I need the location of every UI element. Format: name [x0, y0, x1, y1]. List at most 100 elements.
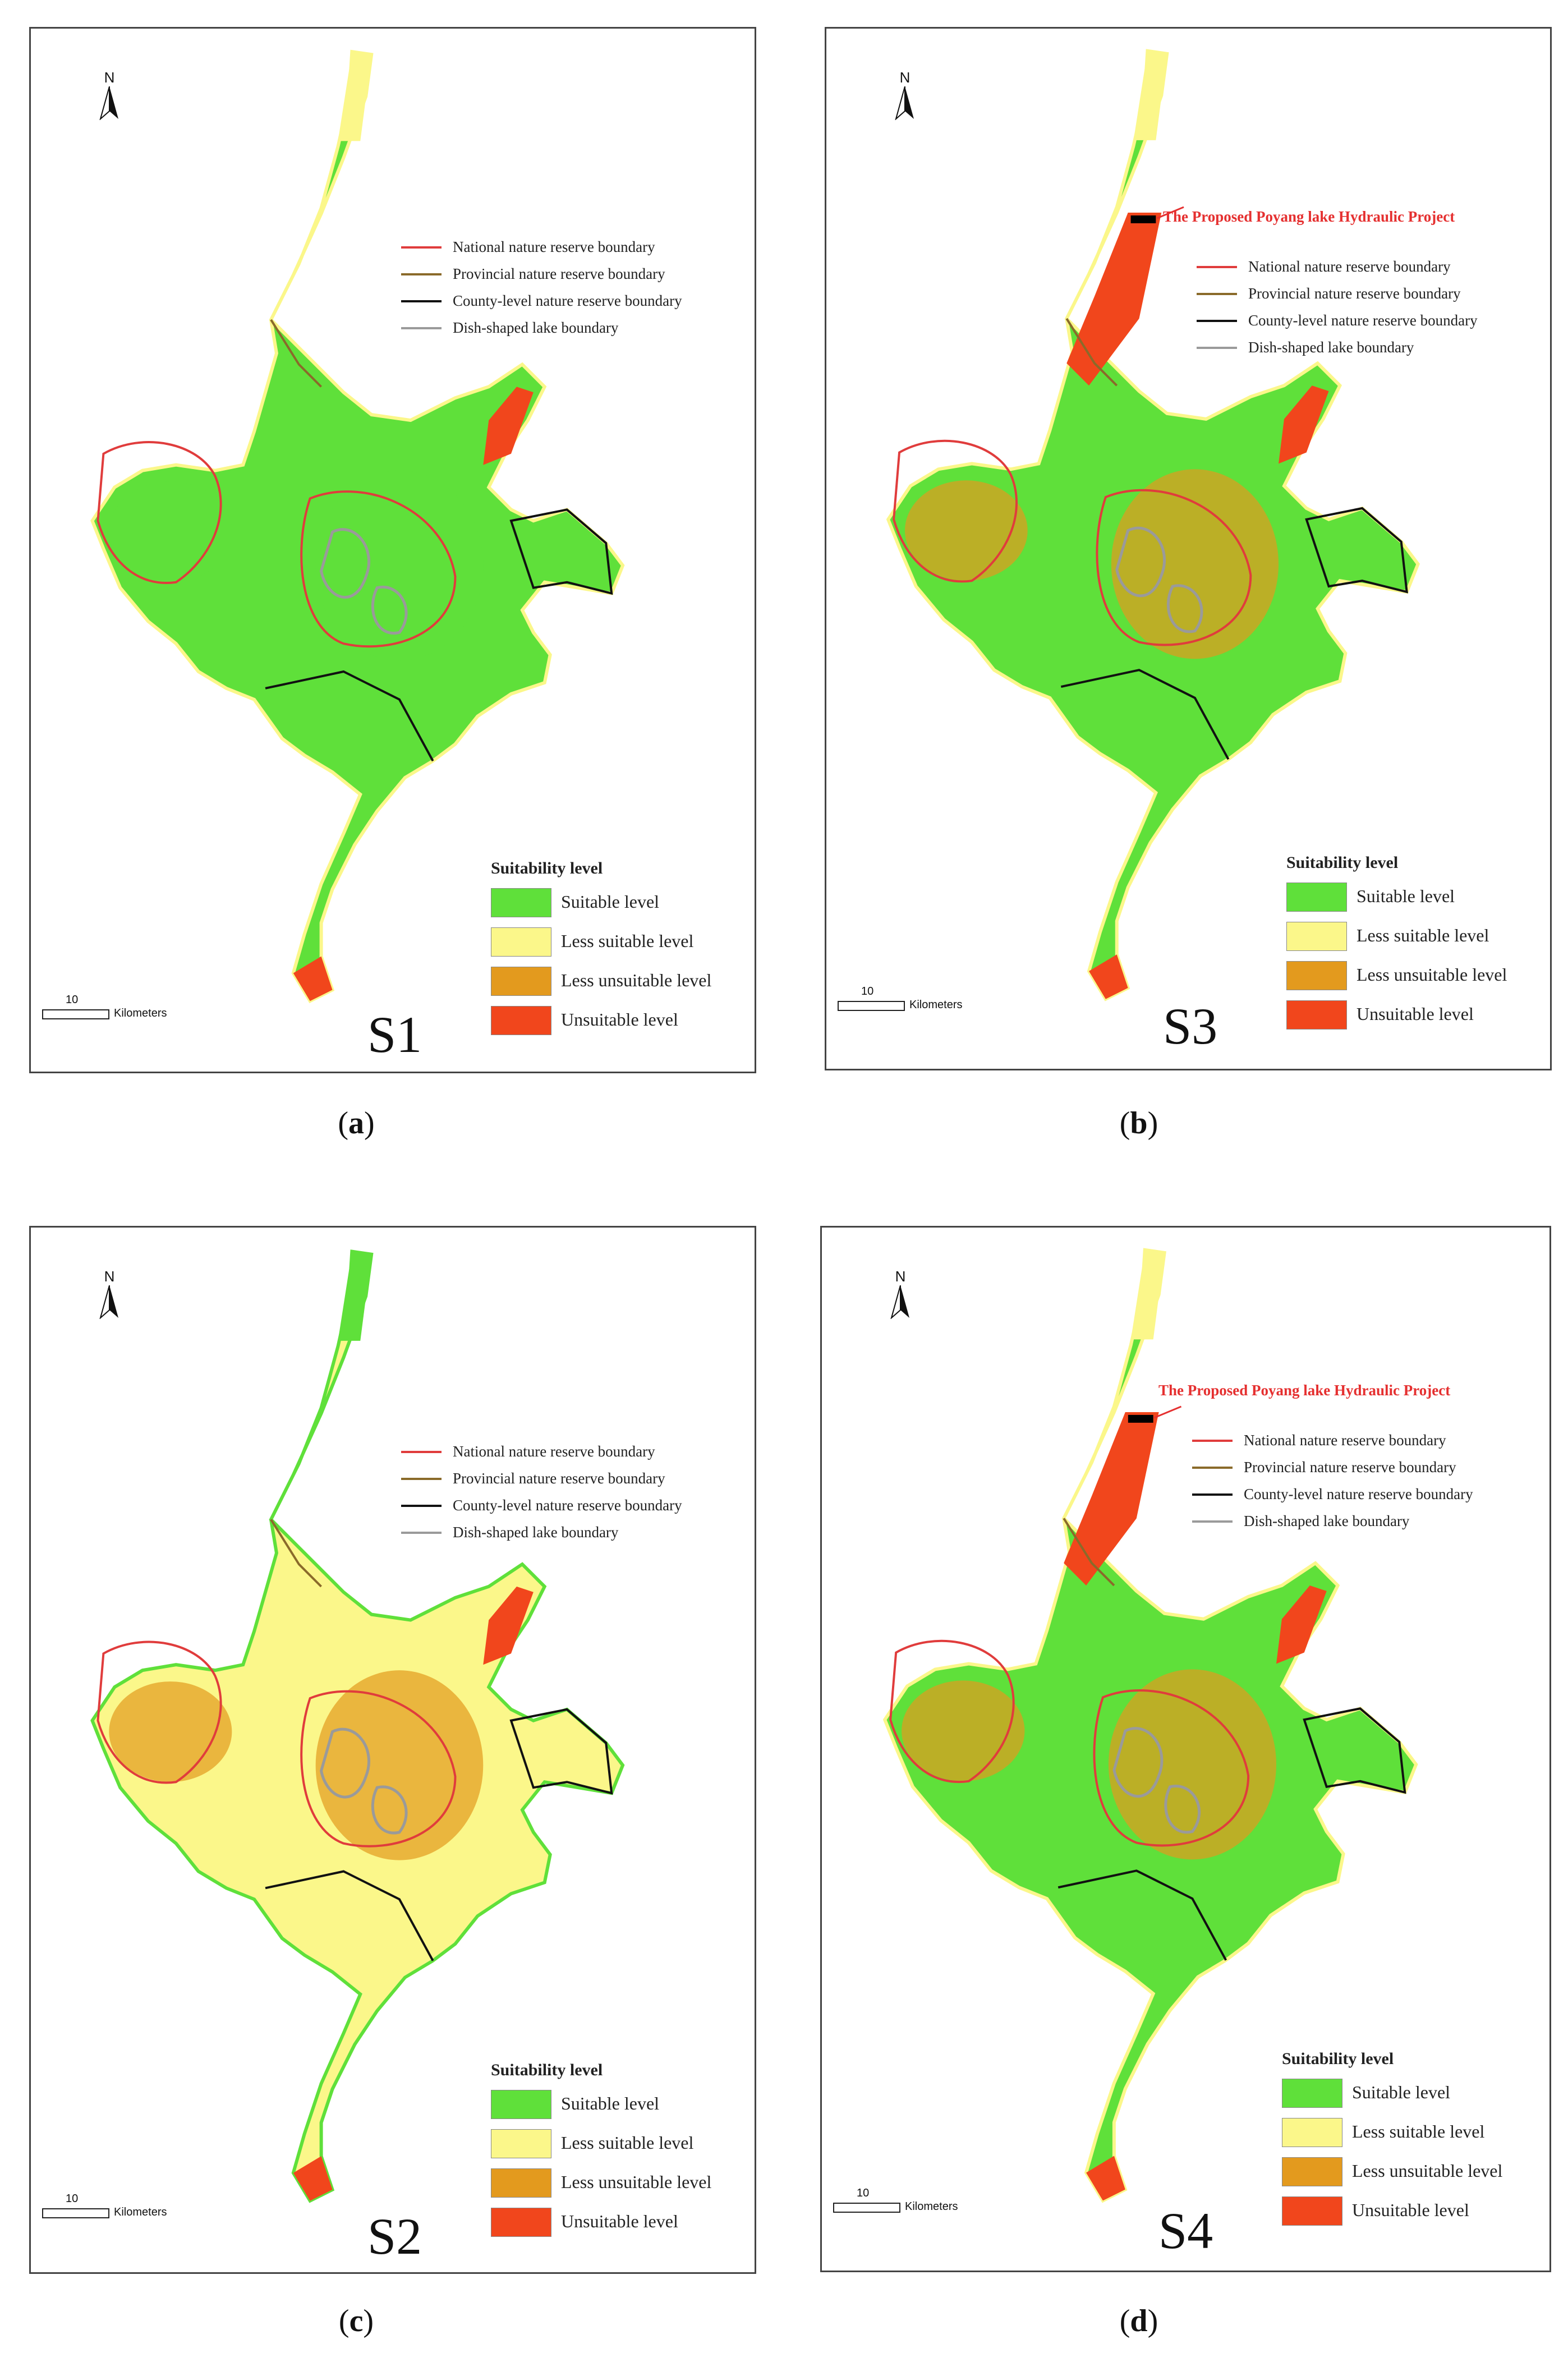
boundary-legend-label: Provincial nature reserve boundary — [453, 265, 665, 282]
boundary-legend-label: Provincial nature reserve boundary — [1244, 1459, 1456, 1476]
north-arrow-icon — [890, 1285, 909, 1320]
suitability-legend-label: Less suitable level — [561, 931, 694, 951]
boundary-legend-item: Provincial nature reserve boundary — [401, 260, 682, 287]
dish-lake-boundary-swatch — [1197, 347, 1237, 349]
national-reserve-boundary — [300, 490, 457, 648]
county-reserve-boundary — [1305, 507, 1408, 594]
national-reserve-boundary — [889, 1639, 1015, 1784]
suitability-legend-label: Suitable level — [561, 2093, 660, 2113]
suitability-legend-item: Suitable level — [1282, 2075, 1502, 2115]
scale-unit: Kilometers — [114, 2206, 167, 2218]
unsuitable-channel — [1066, 213, 1162, 386]
suitability-legend: Suitability level Suitable level Less su… — [491, 859, 711, 1042]
suitability-legend-item: Suitable level — [1286, 879, 1507, 918]
scale-bar: 10 Kilometers — [42, 2193, 227, 2226]
suitability-legend-label: Suitable level — [561, 891, 660, 912]
county-boundary-swatch — [401, 1505, 442, 1507]
northern-channel — [338, 52, 372, 141]
unsuitable-swatch — [1286, 1000, 1347, 1030]
suitability-legend-label: Less unsuitable level — [1352, 2161, 1503, 2181]
north-label: N — [899, 69, 911, 86]
suitability-legend-label: Unsuitable level — [561, 2211, 678, 2231]
caption-c: (c) — [338, 2304, 374, 2338]
unsuitable-swatch — [491, 1006, 551, 1035]
less-suitable-swatch — [491, 2129, 551, 2158]
dish-lake-area — [1111, 469, 1279, 659]
lake-suitability-shape — [882, 1248, 1418, 2203]
boundary-legend-item: Provincial nature reserve boundary — [1192, 1454, 1473, 1481]
suitability-legend-title: Suitability level — [491, 2061, 603, 2079]
western-reserve-area — [902, 1680, 1025, 1781]
boundary-legend-item: County-level nature reserve boundary — [1197, 307, 1478, 334]
boundary-legend-item: National nature reserve boundary — [401, 233, 682, 260]
county-boundary-swatch — [1197, 320, 1237, 322]
suitability-legend-label: Less suitable level — [1352, 2121, 1485, 2141]
dam-pointer — [1156, 206, 1184, 219]
suitability-legend: Suitability level Suitable level Less su… — [1282, 2049, 1502, 2232]
boundary-legend: National nature reserve boundary Provinc… — [1197, 253, 1478, 361]
map-panel-c: N National nature reserve boundary Provi… — [29, 1226, 756, 2274]
suitability-legend-item: Less suitable level — [491, 924, 711, 963]
suitability-legend-label: Less suitable level — [1357, 925, 1489, 945]
national-reserve-boundary — [893, 439, 1018, 583]
dam-pointer — [1154, 1405, 1182, 1419]
suitability-legend-label: Unsuitable level — [1357, 1004, 1474, 1024]
unsuitable-patch — [1279, 385, 1329, 464]
county-boundary-swatch — [1192, 1493, 1233, 1496]
boundary-legend-label: Dish-shaped lake boundary — [1244, 1513, 1410, 1529]
provincial-reserve-boundary — [270, 1519, 323, 1588]
boundary-legend-item: Dish-shaped lake boundary — [1197, 334, 1478, 361]
dam-marker — [1128, 1414, 1153, 1423]
scenario-label: S2 — [367, 2208, 422, 2265]
suitability-legend: Suitability level Suitable level Less su… — [491, 2061, 711, 2244]
less-suitable-swatch — [491, 927, 551, 957]
boundary-legend-label: County-level nature reserve boundary — [453, 1497, 682, 1514]
national-reserve-boundary — [1093, 1689, 1250, 1847]
north-arrow-icon — [99, 1285, 118, 1320]
lake-suitability-shape — [90, 1249, 625, 2203]
boundary-legend: National nature reserve boundary Provinc… — [1192, 1427, 1473, 1534]
suitability-legend-item: Suitable level — [491, 885, 711, 924]
dish-lake-boundary — [320, 1727, 408, 1835]
boundary-legend-label: County-level nature reserve boundary — [1248, 312, 1478, 329]
county-reserve-boundary — [509, 1708, 613, 1795]
dish-lake-boundary-swatch — [401, 327, 442, 329]
unsuitable-swatch — [1282, 2196, 1342, 2226]
suitability-legend-item: Unsuitable level — [1286, 997, 1507, 1036]
boundary-legend-label: Dish-shaped lake boundary — [1248, 339, 1414, 356]
northern-channel — [1133, 50, 1167, 140]
boundary-legend-item: Provincial nature reserve boundary — [401, 1465, 682, 1492]
suitability-legend-label: Suitable level — [1357, 886, 1455, 906]
north-arrow-icon — [99, 86, 118, 121]
county-reserve-boundary — [265, 670, 434, 762]
project-annotation: The Proposed Poyang lake Hydraulic Proje… — [1163, 208, 1455, 225]
unsuitable-patch — [1089, 954, 1128, 999]
north-label: N — [895, 1268, 906, 1285]
boundary-legend-item: County-level nature reserve boundary — [401, 287, 682, 314]
county-boundary-swatch — [401, 300, 442, 302]
unsuitable-patch — [1276, 1585, 1327, 1664]
county-reserve-boundary — [1303, 1707, 1406, 1794]
boundary-legend-label: National nature reserve boundary — [1248, 258, 1451, 275]
north-arrow-icon — [895, 86, 914, 121]
provincial-boundary-swatch — [1192, 1467, 1233, 1469]
less-suitable-swatch — [1286, 922, 1347, 951]
unsuitable-patch — [483, 387, 534, 465]
boundary-legend: National nature reserve boundary Provinc… — [401, 1438, 682, 1546]
north-label: N — [104, 69, 115, 86]
county-reserve-boundary — [265, 1870, 434, 1961]
scale-unit: Kilometers — [114, 1007, 167, 1019]
county-reserve-boundary — [1060, 669, 1230, 760]
suitability-legend-item: Suitable level — [491, 2087, 711, 2126]
unsuitable-patch — [293, 956, 333, 1001]
north-arrow: N — [93, 1268, 126, 1330]
northern-channel — [338, 1251, 372, 1341]
map-panel-d: N The Proposed Poyang lake Hydraulic Pro… — [820, 1226, 1551, 2272]
provincial-reserve-boundary — [270, 319, 323, 388]
county-reserve-boundary — [509, 508, 613, 595]
western-reserve-area — [109, 481, 232, 582]
less-unsuitable-swatch — [491, 2168, 551, 2198]
map-panel-a: N National nature reserve boundary Provi… — [29, 27, 756, 1073]
suitability-legend-label: Suitable level — [1352, 2082, 1451, 2102]
boundary-legend-item: Dish-shaped lake boundary — [1192, 1508, 1473, 1534]
